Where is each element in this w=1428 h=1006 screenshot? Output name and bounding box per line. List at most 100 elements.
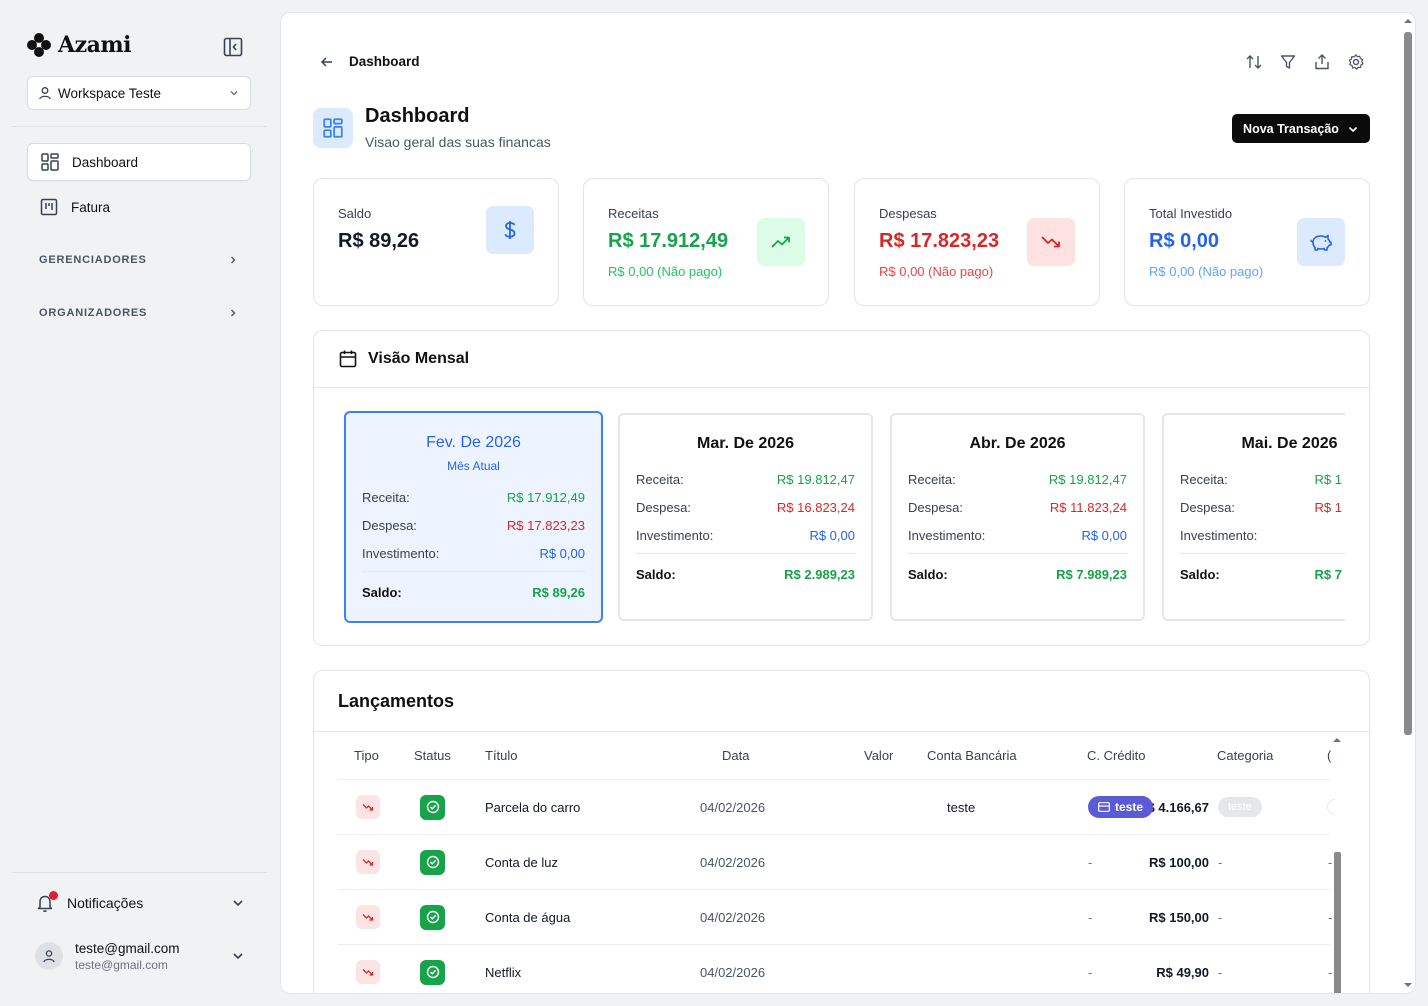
column-header[interactable]: Título: [485, 748, 518, 763]
breadcrumb: Dashboard: [349, 54, 420, 69]
notifications-toggle[interactable]: Notificações: [35, 890, 245, 916]
month-card[interactable]: Mar. De 2026 Receita: R$ 19.812,47 Despes…: [618, 413, 873, 621]
income-label: Receita:: [362, 489, 410, 505]
notifications-label: Notificações: [67, 895, 144, 911]
current-month-label: Mês Atual: [447, 459, 500, 473]
entry-date: 04/02/2026: [700, 799, 766, 815]
user-menu[interactable]: teste@gmail.com teste@gmail.com: [35, 938, 245, 974]
investment-value: R$ 0,00: [539, 545, 585, 561]
column-header[interactable]: Data: [722, 748, 750, 763]
stat-label: Saldo: [338, 206, 372, 221]
chevron-down-icon: [233, 900, 243, 907]
chevron-right-icon: [231, 309, 236, 317]
trending-down-icon: [356, 960, 380, 984]
expense-label: Despesa:: [908, 499, 963, 515]
column-header[interactable]: Categoria: [1217, 748, 1274, 763]
new-transaction-button[interactable]: Nova Transação: [1232, 114, 1370, 143]
balance-value: R$ 2.989,23: [784, 566, 855, 582]
column-header[interactable]: C. Crédito: [1087, 748, 1146, 763]
entry-title: Conta de luz: [485, 854, 558, 870]
chevron-down-icon: [1348, 126, 1358, 132]
expense-label: Despesa:: [636, 499, 691, 515]
stat-unpaid: R$ 0,00 (Não pago): [879, 264, 994, 279]
sort-icon[interactable]: [1245, 53, 1263, 71]
new-transaction-label: Nova Transação: [1243, 121, 1339, 136]
trending-down-icon: [1027, 218, 1075, 266]
investment-label: Investimento:: [362, 545, 440, 561]
share-icon[interactable]: [1313, 53, 1331, 71]
column-header[interactable]: Status: [414, 748, 451, 763]
check-circle-icon[interactable]: [420, 849, 445, 875]
workspace-selector[interactable]: Workspace Teste: [27, 76, 251, 110]
scroll-down-icon[interactable]: [1400, 980, 1416, 990]
sidebar-item-label: Dashboard: [72, 154, 139, 170]
scrollbar-thumb[interactable]: [1334, 852, 1341, 993]
entry-value: R$ 100,00: [1149, 854, 1209, 870]
check-circle-icon[interactable]: [420, 959, 445, 985]
scroll-up-icon[interactable]: [1400, 16, 1416, 26]
month-card[interactable]: Mai. De 2026 Receita: R$ 1 Despesa: R$ 1 I…: [1162, 413, 1345, 621]
table-scrollbar[interactable]: [1330, 732, 1344, 993]
app-logo[interactable]: Azami: [26, 32, 131, 58]
column-header[interactable]: Valor: [864, 748, 894, 763]
entry-value: R$ 4.166,67: [1138, 799, 1209, 815]
expense-label: Despesa:: [362, 517, 417, 533]
month-card[interactable]: Abr. De 2026 Receita: R$ 19.812,47 Despes…: [890, 413, 1145, 621]
trending-up-icon: [757, 218, 805, 266]
user-name: teste@gmail.com: [75, 940, 180, 956]
sidebar-divider: [12, 126, 267, 127]
entry-date: 04/02/2026: [700, 964, 766, 980]
scrollbar-thumb[interactable]: [1404, 32, 1412, 735]
sidebar-item-fatura[interactable]: Fatura: [27, 188, 251, 226]
months-carousel[interactable]: Fev. De 2026 Mês Atual Receita: R$ 17.912…: [344, 411, 1345, 623]
trending-down-icon: [356, 795, 380, 819]
check-circle-icon[interactable]: [420, 794, 445, 820]
sidebar-collapse-icon[interactable]: [222, 36, 244, 58]
investment-label: Investimento:: [908, 527, 986, 543]
stat-unpaid: R$ 0,00 (Não pago): [608, 264, 723, 279]
table-row[interactable]: Netflix 04/02/2026 R$ 49,90 - - -: [338, 945, 1332, 993]
sidebar-item-dashboard[interactable]: Dashboard: [27, 143, 251, 181]
month-title: Fev. De 2026: [426, 434, 521, 451]
category-badge[interactable]: teste: [1218, 797, 1262, 817]
month-title: Abr. De 2026: [969, 435, 1066, 452]
expense-value: R$ 11.823,24: [1049, 499, 1127, 515]
balance-label: Saldo:: [636, 566, 676, 582]
settings-icon[interactable]: [1347, 53, 1365, 71]
income-value: R$ 17.912,49: [506, 489, 585, 505]
filter-icon[interactable]: [1279, 53, 1297, 71]
stat-card-saldo: Saldo R$ 89,26: [313, 178, 559, 306]
table-row[interactable]: Parcela do carro 04/02/2026 R$ 4.166,67 …: [338, 780, 1335, 835]
arrow-left-icon[interactable]: [319, 54, 335, 70]
user-icon: [43, 950, 55, 963]
sidebar-group-gerenciadores[interactable]: GERENCIADORES: [39, 254, 239, 266]
month-title: Mar. De 2026: [697, 435, 794, 452]
entry-credit-card: -: [1088, 909, 1093, 925]
income-label: Receita:: [636, 471, 684, 487]
user-email: teste@gmail.com: [75, 957, 168, 972]
bell-icon: [35, 891, 58, 913]
table-row[interactable]: Conta de água 04/02/2026 R$ 150,00 - - -: [338, 890, 1332, 945]
column-header[interactable]: Tipo: [354, 748, 379, 763]
page-scrollbar[interactable]: [1400, 12, 1416, 994]
check-circle-icon[interactable]: [420, 904, 445, 930]
column-header[interactable]: Conta Bancária: [927, 748, 1017, 763]
sidebar-divider: [12, 872, 267, 873]
azami-logo-icon: [27, 33, 51, 57]
entries-table: Tipo Status Título Data Valor Conta Banc…: [338, 732, 1335, 993]
trending-down-icon: [356, 850, 380, 874]
entry-credit-card: -: [1088, 964, 1093, 980]
month-card-current[interactable]: Fev. De 2026 Mês Atual Receita: R$ 17.912…: [344, 411, 603, 623]
sidebar-group-organizadores[interactable]: ORGANIZADORES: [39, 307, 239, 319]
credit-card-icon: [1098, 802, 1110, 812]
expense-value: R$ 17.823,23: [506, 517, 585, 533]
scroll-up-icon[interactable]: [1330, 735, 1344, 745]
entry-date: 04/02/2026: [700, 909, 766, 925]
entry-title: Netflix: [485, 964, 522, 980]
page-subtitle: Visao geral das suas financas: [365, 134, 551, 150]
table-row[interactable]: Conta de luz 04/02/2026 R$ 100,00 - - -: [338, 835, 1332, 890]
calendar-icon: [339, 350, 357, 368]
workspace-label: Workspace Teste: [58, 85, 162, 101]
column-header[interactable]: (: [1327, 748, 1332, 763]
credit-card-badge[interactable]: teste: [1088, 796, 1154, 818]
